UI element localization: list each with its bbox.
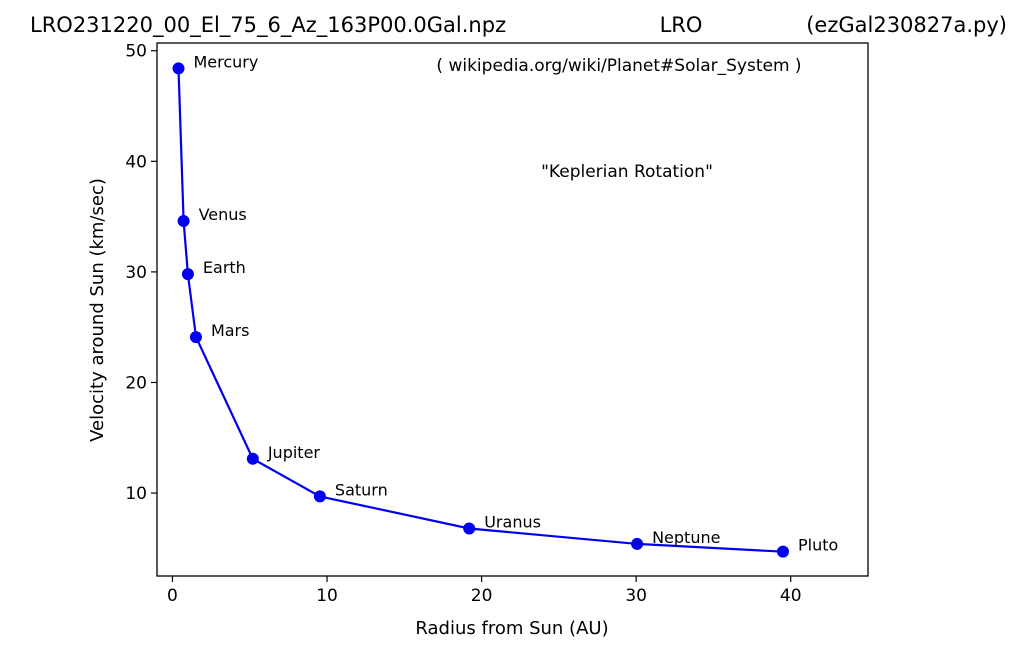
x-axis-label: Radius from Sun (AU) — [415, 618, 608, 639]
point-earth — [181, 268, 194, 281]
x-axis: 0 10 20 30 40 — [167, 576, 802, 606]
point-mercury — [172, 62, 185, 75]
point-label-pluto: Pluto — [798, 536, 838, 555]
x-tick-label-40: 40 — [780, 586, 802, 606]
point-saturn — [313, 490, 326, 503]
point-label-jupiter: Jupiter — [267, 443, 321, 462]
y-axis-label: Velocity around Sun (km/sec) — [87, 178, 108, 442]
y-tick-label-30: 30 — [125, 263, 147, 283]
point-pluto — [776, 545, 789, 558]
y-axis: 10 20 30 40 50 — [125, 42, 157, 504]
y-tick-label-40: 40 — [125, 152, 147, 172]
header-filename: LRO231220_00_El_75_6_Az_163P00.0Gal.npz — [30, 13, 506, 38]
series-planets: Mercury Venus Earth Mars Jupiter Saturn Uranus… — [172, 52, 838, 558]
point-mars — [189, 331, 202, 344]
header-script-name: (ezGal230827a.py) — [806, 13, 1007, 37]
header-center-label: LRO — [660, 13, 703, 37]
annotation-keplerian: "Keplerian Rotation" — [541, 162, 713, 182]
point-uranus — [463, 522, 476, 535]
x-tick-label-0: 0 — [167, 586, 178, 606]
x-tick-label-30: 30 — [625, 586, 647, 606]
point-label-neptune: Neptune — [652, 528, 720, 547]
series-line — [177, 68, 784, 553]
point-jupiter — [246, 452, 259, 465]
point-label-uranus: Uranus — [484, 512, 541, 531]
point-venus — [177, 215, 190, 228]
point-neptune — [631, 537, 644, 550]
x-tick-label-10: 10 — [316, 586, 338, 606]
plot-area-frame — [156, 42, 869, 577]
y-tick-label-20: 20 — [125, 373, 147, 393]
point-label-earth: Earth — [203, 258, 246, 277]
y-tick-label-50: 50 — [125, 42, 147, 62]
point-label-mars: Mars — [211, 321, 250, 340]
annotation-source: ( wikipedia.org/wiki/Planet#Solar_System… — [436, 56, 801, 76]
point-label-saturn: Saturn — [335, 480, 388, 499]
point-label-mercury: Mercury — [193, 52, 258, 71]
y-tick-label-10: 10 — [125, 484, 147, 504]
point-label-venus: Venus — [199, 205, 247, 224]
x-tick-label-20: 20 — [471, 586, 493, 606]
